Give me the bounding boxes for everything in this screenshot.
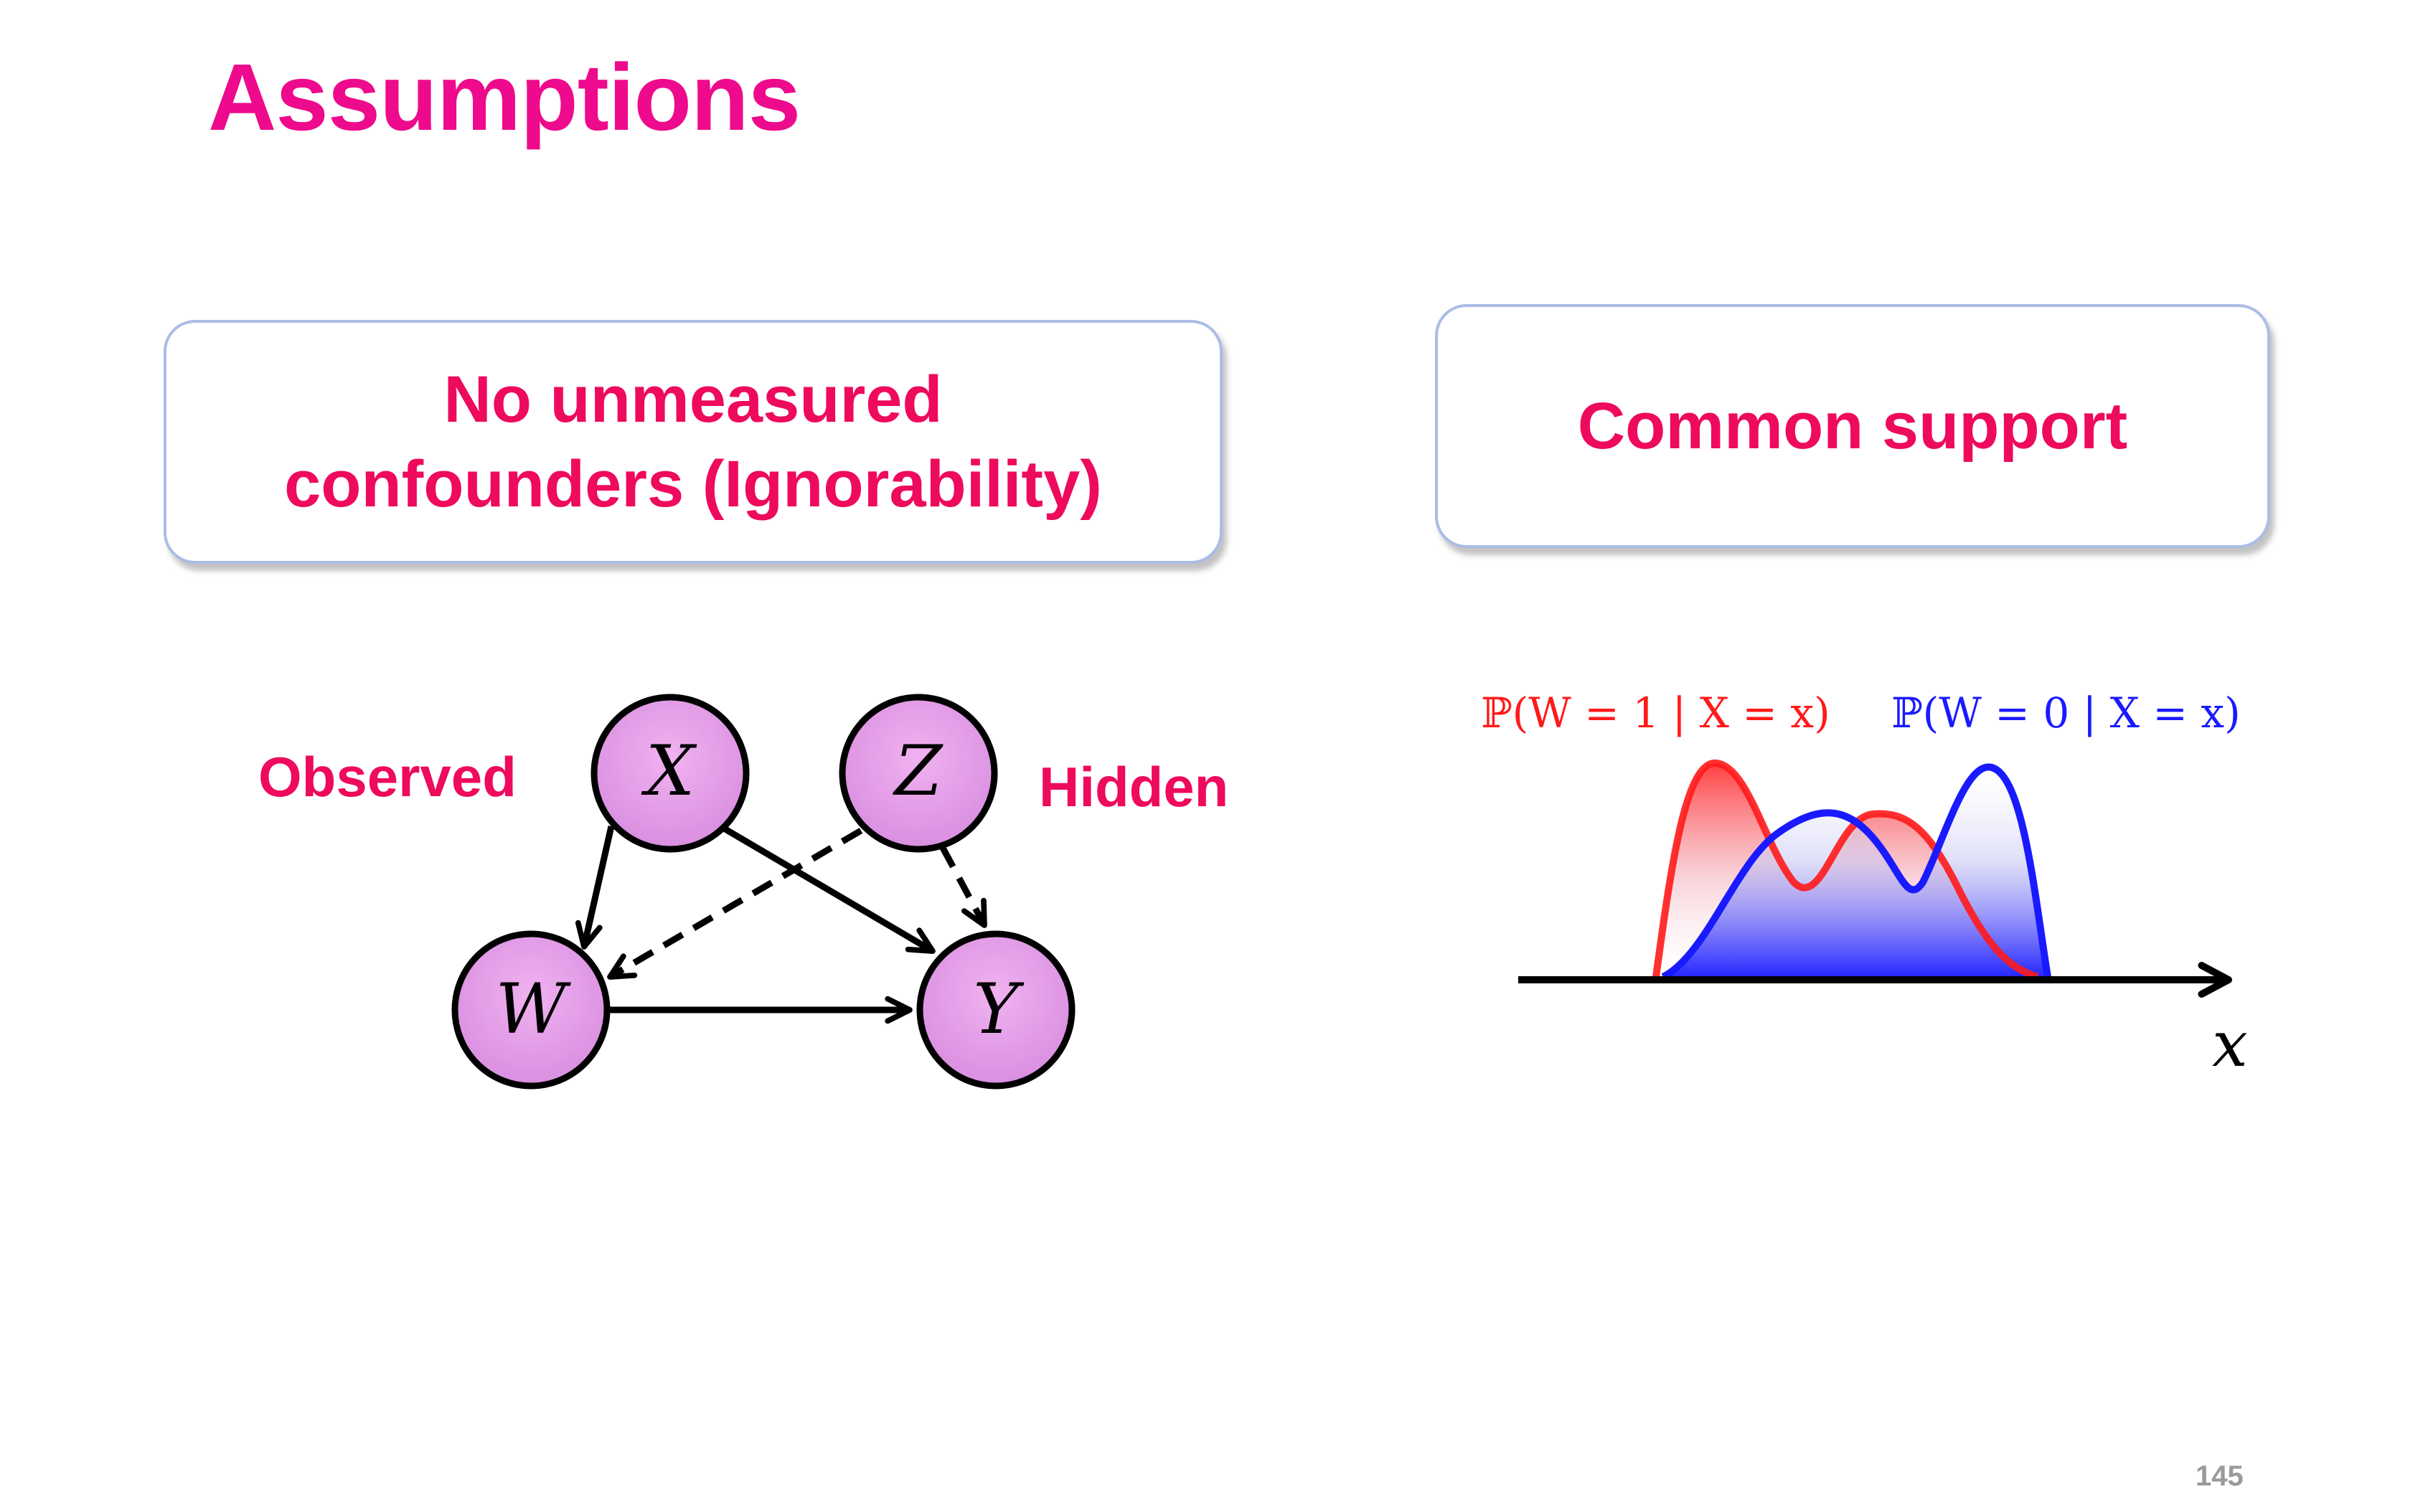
edge-x-w: [575, 826, 615, 950]
common-support-box-text: Common support: [1577, 389, 2128, 463]
svg-text:Z: Z: [893, 731, 944, 811]
observed-label: Observed: [258, 745, 517, 808]
density-treated-line: [1652, 760, 2039, 981]
ignorability-box: No unmeasured confounders (Ignorability): [164, 320, 1223, 564]
ignorability-box-line1: No unmeasured: [443, 363, 943, 436]
formula-treated: ℙ(W = 1 | X = x): [1481, 689, 1830, 737]
density-control-line: [1661, 763, 2051, 981]
hidden-label: Hidden: [1039, 755, 1229, 818]
node-w: W: [451, 930, 611, 1090]
formula-control: ℙ(W = 0 | X = x): [1891, 689, 2241, 737]
node-z: Z: [839, 694, 998, 853]
edge-z-y: [940, 846, 987, 928]
svg-text:W: W: [496, 969, 572, 1049]
svg-text:X: X: [641, 731, 697, 811]
node-y: Y: [916, 930, 1076, 1090]
svg-text:Y: Y: [973, 969, 1025, 1049]
x-axis-label: x: [2212, 1007, 2248, 1081]
ignorability-box-line2: confounders (Ignorability): [284, 448, 1102, 521]
page-number: 145: [2196, 1460, 2244, 1492]
common-support-box: Common support: [1435, 304, 2270, 548]
edge-x-y: [718, 823, 936, 954]
edge-z-w: [607, 828, 863, 980]
node-x: X: [590, 694, 750, 853]
slide-title: Assumptions: [208, 44, 801, 150]
